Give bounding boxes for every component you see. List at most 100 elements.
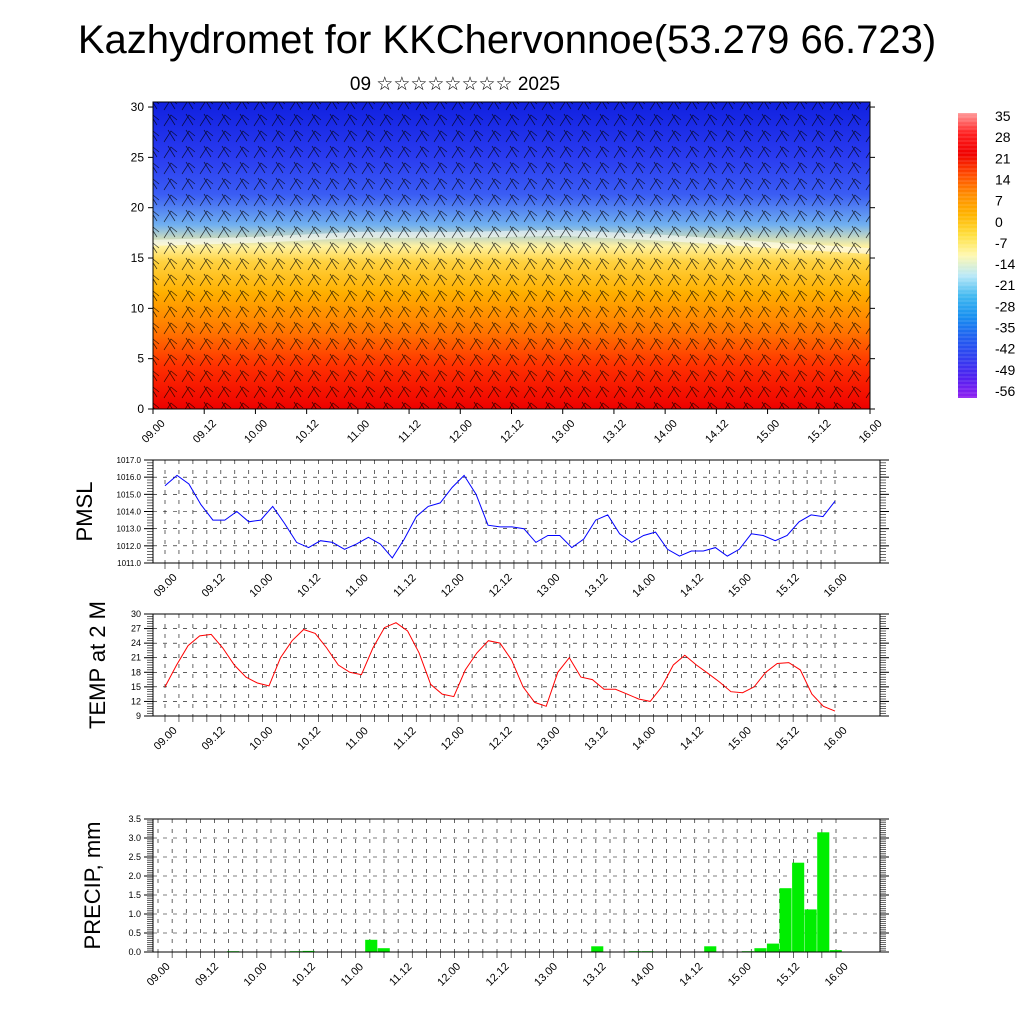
y-tick-label: 30 bbox=[131, 100, 145, 114]
x-tick-label: 10.12 bbox=[295, 725, 323, 753]
x-tick-label: 09.12 bbox=[200, 572, 228, 600]
x-tick-label: 16.00 bbox=[822, 725, 850, 753]
colorbar-label: -21 bbox=[995, 277, 1015, 293]
x-tick-label: 10.12 bbox=[290, 961, 318, 989]
y-tick-label: 3.0 bbox=[128, 833, 141, 843]
y-tick-label: 1011.0 bbox=[117, 559, 141, 568]
series-line bbox=[164, 474, 836, 559]
x-tick-label: 13.12 bbox=[582, 572, 610, 600]
precip-bar bbox=[365, 939, 378, 952]
x-tick-label: 14.00 bbox=[629, 961, 657, 989]
y-tick-label: 15 bbox=[131, 251, 145, 265]
x-tick-label: 10.00 bbox=[242, 418, 270, 446]
x-tick-label: 13.00 bbox=[532, 961, 560, 989]
x-tick-label: 11.00 bbox=[339, 961, 366, 988]
precip-bar bbox=[766, 943, 779, 952]
precip-bar bbox=[754, 948, 767, 952]
series-line bbox=[164, 622, 836, 712]
x-tick-label: 09.00 bbox=[152, 725, 180, 753]
x-tick-label: 16.00 bbox=[857, 418, 885, 446]
x-tick-label: 15.00 bbox=[726, 961, 754, 989]
precip-chart: 0.0 0.5 1.0 1.5 2.0 2.5 3.0 3.5 09.00 09.12 10.00 1… bbox=[80, 814, 889, 989]
precip-bar bbox=[804, 909, 817, 952]
x-tick-label: 15.12 bbox=[774, 725, 802, 753]
y-tick-label: 12 bbox=[131, 696, 141, 706]
chart-frame bbox=[152, 818, 881, 953]
y-tick-label: 20 bbox=[131, 201, 145, 215]
y-tick-label: 1014.0 bbox=[117, 508, 142, 517]
x-tick-label: 12.00 bbox=[435, 961, 463, 989]
y-tick-label: 18 bbox=[131, 667, 141, 677]
x-tick-label: 11.12 bbox=[391, 572, 418, 599]
x-tick-label: 09.00 bbox=[145, 961, 173, 989]
y-tick-label: 0.0 bbox=[128, 947, 141, 957]
x-tick-label: 14.00 bbox=[630, 725, 658, 753]
x-tick-label: 13.00 bbox=[549, 418, 577, 446]
x-tick-label: 14.12 bbox=[678, 572, 706, 600]
x-tick-label: 14.12 bbox=[677, 961, 705, 989]
x-tick-label: 09.12 bbox=[200, 725, 228, 753]
y-tick-label: 21 bbox=[131, 653, 141, 663]
x-tick-label: 12.12 bbox=[487, 725, 515, 753]
precip-bar bbox=[704, 946, 717, 952]
y-axis-label: PRECIP, mm bbox=[80, 822, 105, 950]
colorbar-label: 21 bbox=[995, 150, 1011, 166]
colorbar-label: -49 bbox=[995, 362, 1015, 378]
y-tick-label: 2.5 bbox=[128, 852, 141, 862]
wind-barbs bbox=[153, 102, 870, 409]
y-tick-label: 25 bbox=[131, 150, 145, 164]
y-tick-label: 1015.0 bbox=[117, 490, 142, 499]
colorbar-label: 28 bbox=[995, 129, 1011, 145]
x-tick-label: 12.00 bbox=[447, 418, 475, 446]
colorbar-label: -35 bbox=[995, 320, 1015, 336]
x-tick-label: 14.00 bbox=[652, 418, 680, 446]
y-tick-label: 2.0 bbox=[128, 871, 141, 881]
y-tick-label: 30 bbox=[131, 609, 141, 619]
colorbar-label: -42 bbox=[995, 341, 1015, 357]
x-tick-label: 15.00 bbox=[726, 725, 754, 753]
x-tick-label: 09.12 bbox=[193, 961, 221, 989]
x-tick-label: 14.12 bbox=[703, 418, 731, 446]
chart-frame bbox=[152, 613, 881, 717]
colorbar-label: 7 bbox=[995, 193, 1003, 209]
x-tick-label: 16.00 bbox=[823, 961, 851, 989]
x-tick-label: 11.00 bbox=[343, 572, 370, 599]
x-tick-label: 14.00 bbox=[630, 572, 658, 600]
x-tick-label: 12.00 bbox=[439, 572, 467, 600]
x-tick-label: 11.12 bbox=[391, 725, 418, 752]
y-tick-label: 5 bbox=[137, 352, 144, 366]
x-tick-label: 15.12 bbox=[806, 418, 834, 446]
precip-bar bbox=[377, 948, 390, 952]
colorbar-label: -14 bbox=[995, 256, 1015, 272]
x-tick-label: 10.12 bbox=[295, 572, 323, 600]
x-tick-label: 11.00 bbox=[345, 418, 372, 445]
y-tick-label: 15 bbox=[131, 682, 141, 692]
colorbar-label: 0 bbox=[995, 214, 1003, 230]
x-tick-label: 09.00 bbox=[152, 572, 180, 600]
chart-title: Kazhydromet for KKChervonnoe(53.279 66.7… bbox=[77, 18, 937, 62]
y-tick-label: 1016.0 bbox=[117, 473, 142, 482]
colorbar-label: 35 bbox=[995, 108, 1011, 124]
x-tick-label: 16.00 bbox=[822, 572, 850, 600]
y-tick-label: 24 bbox=[131, 638, 141, 648]
y-tick-label: 1017.0 bbox=[117, 456, 142, 465]
x-tick-label: 10.00 bbox=[247, 725, 275, 753]
y-tick-label: 10 bbox=[131, 301, 145, 315]
x-tick-label: 14.12 bbox=[678, 725, 706, 753]
x-tick-label: 12.12 bbox=[487, 572, 515, 600]
cross-section-heatmap: 0 5 10 15 20 25 30 09.00 09.12 10.00 10.12 11.00 11.… bbox=[131, 100, 885, 446]
y-tick-label: 0 bbox=[137, 402, 144, 416]
x-tick-label: 10.00 bbox=[247, 572, 275, 600]
temp-chart: 9 12 15 18 21 24 27 30 09.00 09.12 10.00 10.12 11.00… bbox=[85, 601, 889, 753]
x-tick-label: 09.00 bbox=[140, 418, 168, 446]
x-tick-label: 15.12 bbox=[774, 961, 802, 989]
precip-bar bbox=[817, 832, 830, 952]
x-tick-label: 13.12 bbox=[601, 418, 629, 446]
colorbar-label: 14 bbox=[995, 171, 1011, 187]
colorbar-label: -56 bbox=[995, 383, 1015, 399]
x-tick-label: 12.12 bbox=[484, 961, 512, 989]
colorbar: 35 28 21 14 7 0 -7 -14 -21 -28 -35 -42 -49 -56 bbox=[958, 108, 1015, 399]
y-tick-label: 1.0 bbox=[128, 909, 141, 919]
colorbar-label: -28 bbox=[995, 298, 1015, 314]
